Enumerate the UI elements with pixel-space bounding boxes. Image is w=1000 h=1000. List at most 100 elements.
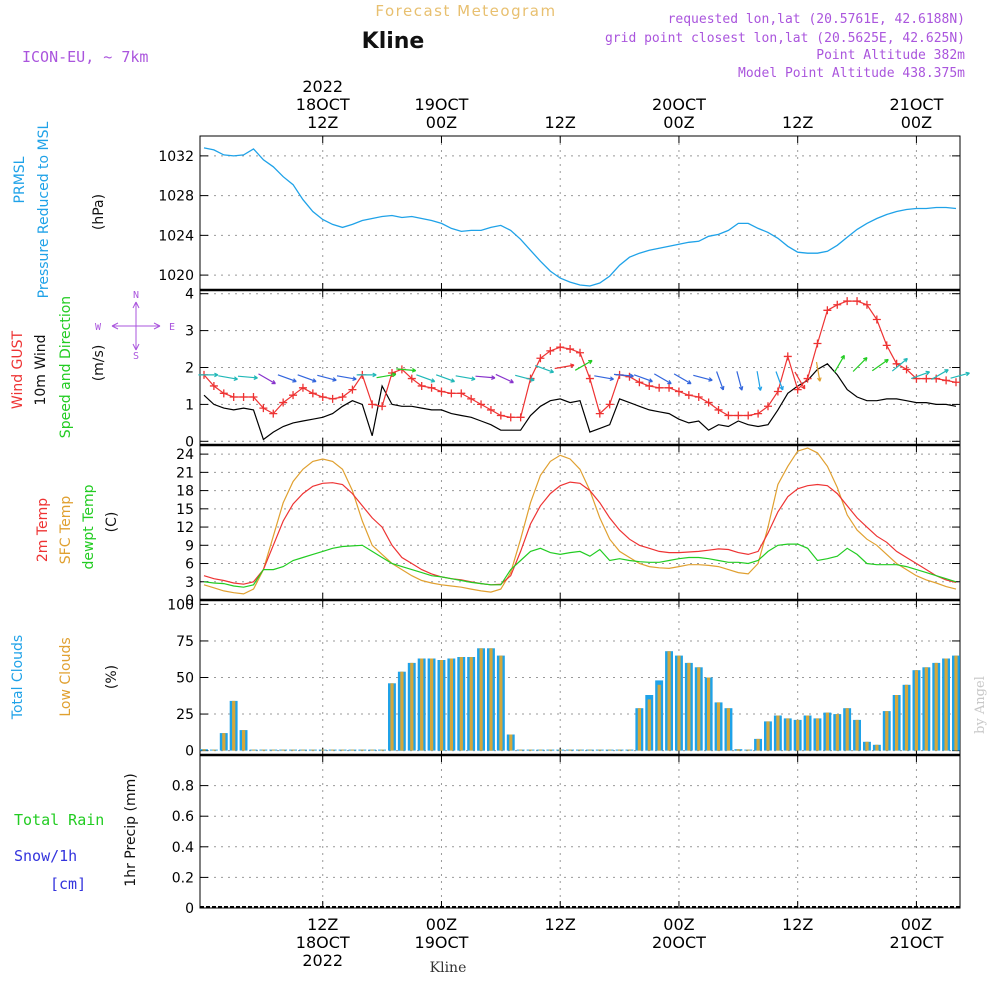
gust-marker <box>862 300 871 309</box>
low-cloud-bar <box>538 749 542 751</box>
gust-marker <box>833 300 842 309</box>
bottom-location-label: Kline <box>430 960 467 976</box>
low-cloud-bar <box>756 738 760 751</box>
low-cloud-bar <box>430 658 434 751</box>
wind-direction-arrow <box>833 354 845 373</box>
gust-marker <box>239 393 248 402</box>
gust-marker <box>556 343 565 352</box>
low-cloud-bar <box>895 695 899 751</box>
low-cloud-bar <box>855 719 859 751</box>
precip-tick-label: 0.2 <box>172 870 194 886</box>
temp-tick-label: 6 <box>185 557 194 573</box>
gust-marker <box>754 409 763 418</box>
low-cloud-bar <box>251 749 256 751</box>
low-cloud-bar <box>914 670 918 751</box>
low-cloud-bar <box>350 749 354 751</box>
clouds-tick-label: 0 <box>185 744 194 760</box>
low-cloud-bar <box>736 749 740 751</box>
wind-direction-arrow <box>396 367 417 373</box>
wind-gust-line <box>203 300 957 418</box>
gust-marker <box>348 385 357 394</box>
wind-direction-arrow <box>891 357 908 372</box>
chart-subtitle: Forecast Meteogram <box>375 2 556 20</box>
gust-marker <box>665 383 674 392</box>
gust-marker <box>783 352 792 361</box>
gust-marker <box>872 315 881 324</box>
gust-marker <box>576 348 584 357</box>
compass-s: S <box>133 351 139 362</box>
gust-marker <box>902 365 911 374</box>
gust-marker <box>219 389 228 398</box>
wind-direction-arrow <box>435 374 456 383</box>
low-cloud-bar <box>885 711 889 751</box>
top-time-label: 20OCT <box>652 95 706 114</box>
total-rain-label: Total Rain <box>14 811 104 829</box>
gust-marker <box>803 374 812 383</box>
low-cloud-bar <box>331 749 335 751</box>
gust-marker <box>684 391 693 400</box>
temp-unit: (C) <box>104 512 120 533</box>
gust-marker <box>823 306 832 315</box>
gust-marker <box>912 374 921 383</box>
low-cloud-bar <box>360 749 364 751</box>
pressure-label-msl: Pressure Reduced to MSL <box>36 121 52 298</box>
cloud-bars <box>200 648 960 751</box>
low-cloud-bar <box>370 749 374 751</box>
bottom-time-label: 19OCT <box>415 933 469 952</box>
low-cloud-bar <box>420 658 424 751</box>
low-cloud-bar <box>489 648 493 751</box>
gust-marker <box>585 374 594 383</box>
low-cloud-bar <box>934 662 938 751</box>
gust-marker <box>279 398 288 407</box>
temp-2m-label: 2m Temp <box>35 498 51 562</box>
pressure-tick-label: 1032 <box>158 149 194 165</box>
gust-marker <box>486 405 495 414</box>
low-cloud-bar <box>944 658 948 751</box>
low-cloud-bar <box>786 718 790 751</box>
pressure-panel: 1020 1024 1028 1032 <box>158 135 961 291</box>
low-cloud-bar <box>410 662 414 751</box>
model-label: ICON-EU, ~ 7km <box>22 48 148 66</box>
pressure-unit: (hPa) <box>91 194 107 230</box>
low-cloud-bar <box>232 700 236 751</box>
wind-direction-arrow <box>237 375 258 380</box>
top-time-label: 12Z <box>782 113 813 132</box>
gust-marker <box>506 413 515 422</box>
low-cloud-bar <box>271 749 275 751</box>
bottom-time-label: 20OCT <box>652 933 706 952</box>
top-time-label: 12Z <box>307 113 338 132</box>
low-cloud-bar <box>459 657 463 751</box>
gust-marker <box>952 378 960 387</box>
low-cloud-bar <box>806 715 810 751</box>
wind-direction-arrow <box>455 375 476 381</box>
wind-direction-arrow <box>950 371 970 379</box>
wind-direction-arrow <box>515 374 535 382</box>
gust-marker <box>773 387 782 396</box>
low-cloud-bar <box>202 749 206 751</box>
gust-marker <box>229 393 238 402</box>
low-cloud-bar <box>618 749 622 751</box>
gust-marker <box>595 409 604 418</box>
wind-direction-arrow <box>931 369 949 381</box>
low-cloud-bar <box>677 655 681 751</box>
wind-dir-label: Speed and Direction <box>58 296 74 438</box>
low-cloud-bar <box>904 684 909 751</box>
gust-marker <box>704 398 713 407</box>
low-cloud-bar <box>400 671 404 751</box>
pressure-tick-label: 1024 <box>158 228 194 244</box>
gust-marker <box>457 389 466 398</box>
wind-gust-label: Wind GUST <box>10 330 26 409</box>
gust-marker <box>764 402 772 411</box>
low-cloud-bar <box>598 749 602 751</box>
top-time-label: 00Z <box>901 113 932 132</box>
bottom-time-label: 2022 <box>302 951 343 970</box>
wind-direction-arrow <box>794 371 806 390</box>
low-cloud-bar <box>390 683 394 751</box>
precip-labels: Total Rain Snow/1h [cm] 1hr Precip (mm) <box>14 773 139 893</box>
wind-speed-line <box>203 363 957 441</box>
wind-direction-arrow <box>756 371 763 391</box>
wind-direction-arrow <box>258 373 277 385</box>
location-title: Kline <box>362 29 425 54</box>
bottom-time-label: 12Z <box>545 915 576 934</box>
